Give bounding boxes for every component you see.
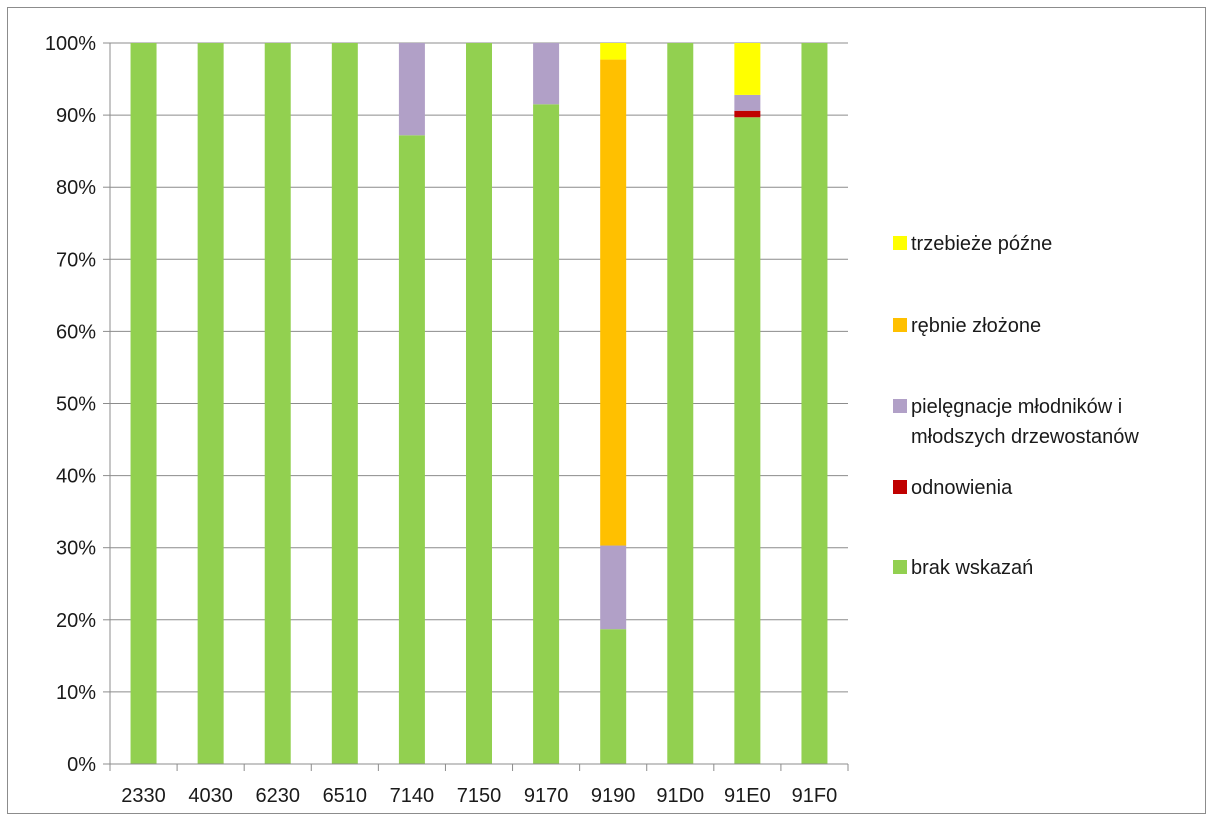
axes: 0% 10% 20% 30% 40% 50% 60% 70% 80% 90% 100% 2330 403… xyxy=(45,33,849,807)
bar-segment xyxy=(734,94,761,111)
bar-segment xyxy=(734,117,761,764)
legend-label: odnowienia xyxy=(911,477,1013,499)
bar-segment xyxy=(533,43,560,105)
bar-segment xyxy=(130,43,157,764)
x-tick-label: 9190 xyxy=(591,785,636,807)
bar-segment xyxy=(667,43,694,764)
bar-segment xyxy=(734,43,761,95)
x-tick-label: 7140 xyxy=(390,785,435,807)
legend-swatch xyxy=(893,480,907,494)
x-tick-label: 91F0 xyxy=(792,785,838,807)
y-tick-label: 50% xyxy=(56,394,96,416)
x-tick-label: 91D0 xyxy=(656,785,704,807)
bar-segment xyxy=(600,59,627,546)
x-tick-label: 6230 xyxy=(255,785,300,807)
legend-swatch xyxy=(893,318,907,332)
legend-label: rębnie złożone xyxy=(911,315,1041,337)
bar-segment xyxy=(398,135,425,765)
bar-segment xyxy=(264,43,291,764)
bar-segment xyxy=(398,43,425,136)
x-tick-label: 9170 xyxy=(524,785,569,807)
legend-swatch xyxy=(893,560,907,574)
y-tick-label: 70% xyxy=(56,249,96,271)
y-tick-label: 0% xyxy=(67,754,96,776)
x-tick-label: 4030 xyxy=(188,785,233,807)
x-tick-label: 6510 xyxy=(323,785,368,807)
y-tick-label: 10% xyxy=(56,682,96,704)
bar-segment xyxy=(734,110,761,118)
y-tick-label: 100% xyxy=(45,33,96,55)
y-tick-label: 40% xyxy=(56,466,96,488)
bar-segment xyxy=(600,43,627,60)
bar-segment xyxy=(600,545,627,630)
bar-segment xyxy=(466,43,492,764)
x-tick-label: 91E0 xyxy=(724,785,771,807)
x-tick-label: 2330 xyxy=(121,785,166,807)
legend-swatch xyxy=(893,236,907,250)
y-tick-label: 20% xyxy=(56,610,96,632)
y-tick-label: 80% xyxy=(56,177,96,199)
legend-label: pielęgnacje młodników i xyxy=(911,396,1122,418)
bar-segment xyxy=(197,43,224,764)
bar-segment xyxy=(801,43,828,764)
bars xyxy=(130,43,828,765)
legend: trzebieże późne rębnie złożone pielęgnacje… xyxy=(893,233,1139,579)
y-tick-label: 30% xyxy=(56,538,96,560)
legend-label: trzebieże późne xyxy=(911,233,1052,255)
legend-label: brak wskazań xyxy=(911,557,1033,579)
bar-segment xyxy=(600,629,627,764)
legend-label: młodszych drzewostanów xyxy=(911,426,1139,448)
x-tick-label: 7150 xyxy=(457,785,502,807)
y-tick-label: 90% xyxy=(56,105,96,127)
bar-segment xyxy=(533,104,560,764)
bar-segment xyxy=(331,43,358,764)
y-tick-label: 60% xyxy=(56,321,96,343)
legend-swatch xyxy=(893,399,907,413)
